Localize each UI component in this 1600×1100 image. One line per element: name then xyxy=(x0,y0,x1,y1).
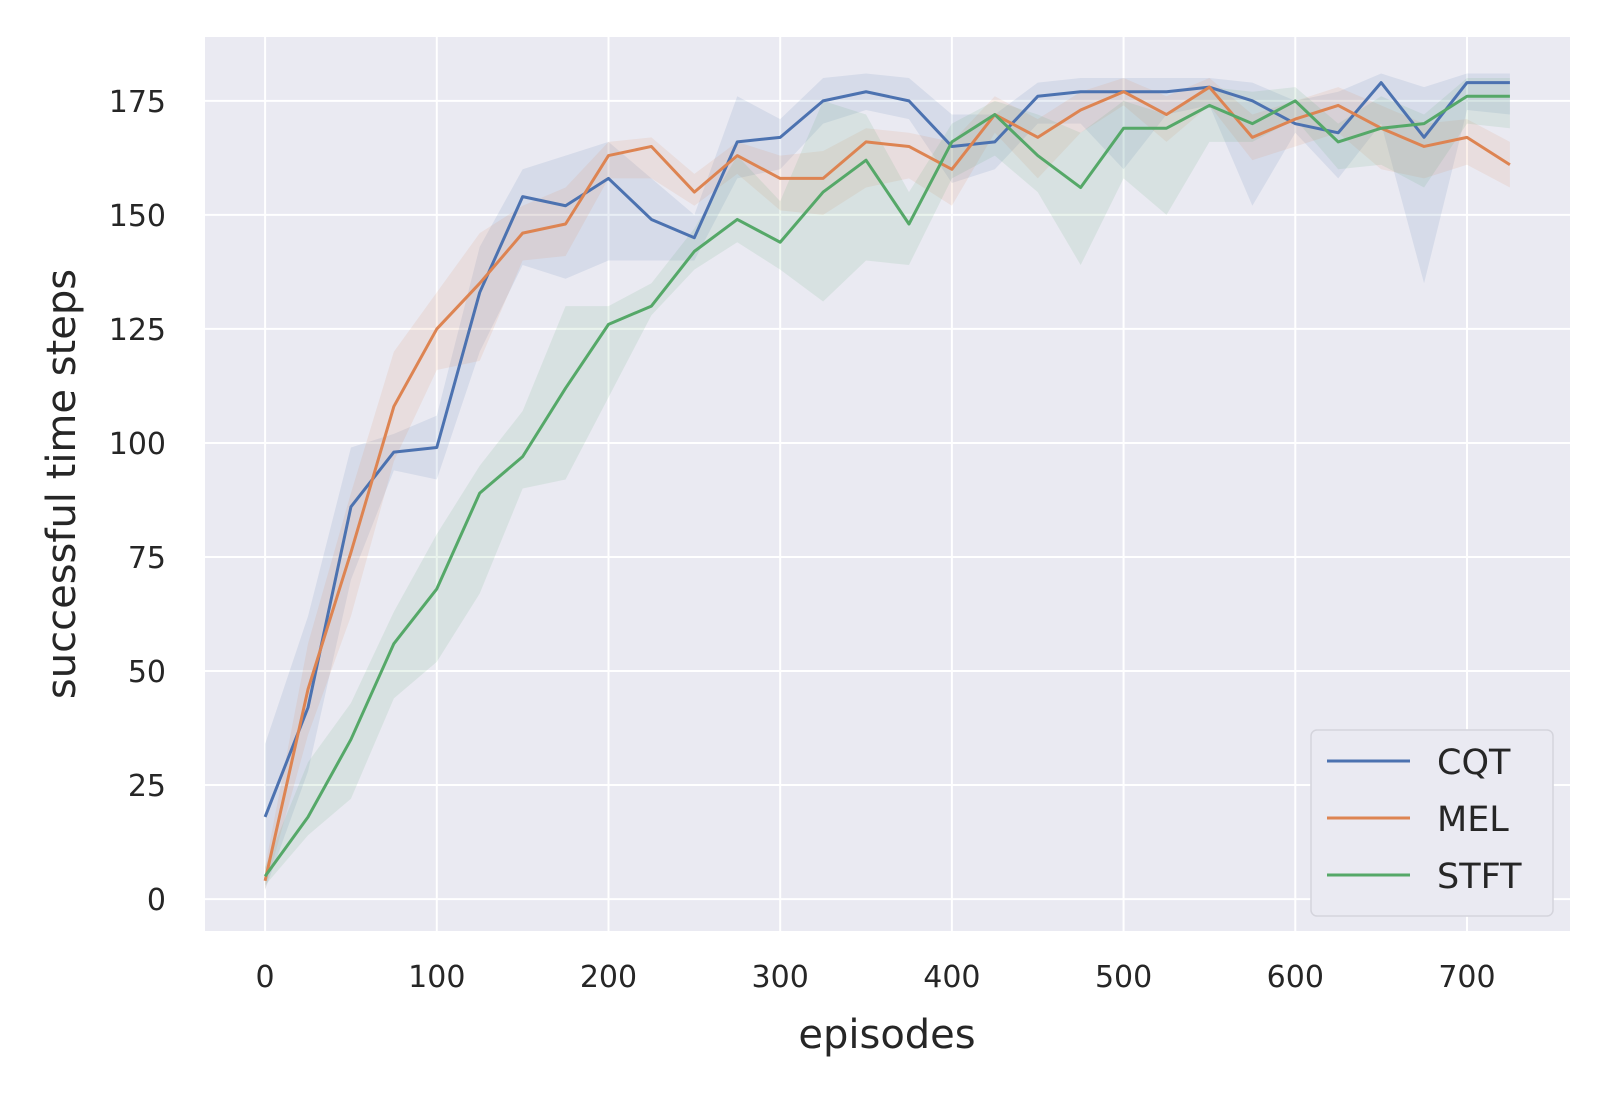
y-tick-labels: 0 25 50 75 100 125 150 175 xyxy=(109,85,166,918)
x-tick-label: 400 xyxy=(923,960,980,995)
x-gridlines xyxy=(264,37,1468,931)
x-tick-label: 200 xyxy=(580,960,637,995)
legend-label-mel: MEL xyxy=(1437,800,1509,840)
mel-line xyxy=(263,85,1511,882)
y-axis-label: successful time steps xyxy=(39,269,85,699)
legend-label-stft: STFT xyxy=(1437,857,1522,897)
y-tick-label: 75 xyxy=(128,541,166,576)
legend-box xyxy=(1310,729,1554,917)
x-axis-label: episodes xyxy=(798,1012,975,1058)
y-tick-label: 175 xyxy=(109,85,166,120)
x-tick-label: 300 xyxy=(752,960,809,995)
y-tick-label: 0 xyxy=(147,883,166,918)
stft-line xyxy=(263,94,1510,878)
y-tick-label: 125 xyxy=(109,313,166,348)
mel-band xyxy=(265,78,1510,890)
legend: CQT MEL STFT xyxy=(1310,729,1554,917)
stft-band xyxy=(265,78,1510,886)
y-tick-label: 25 xyxy=(128,769,166,804)
x-tick-label: 0 xyxy=(256,960,275,995)
legend-label-cqt: CQT xyxy=(1437,743,1511,783)
y-tick-label: 150 xyxy=(109,199,166,234)
confidence-bands xyxy=(265,73,1510,890)
x-tick-label: 100 xyxy=(408,960,465,995)
y-tick-label: 100 xyxy=(109,427,166,462)
y-tick-label: 50 xyxy=(128,655,166,690)
x-tick-label: 500 xyxy=(1095,960,1152,995)
x-tick-label: 600 xyxy=(1267,960,1324,995)
cqt-line xyxy=(263,81,1510,818)
series-lines xyxy=(263,81,1511,882)
x-tick-labels: 0 100 200 300 400 500 600 700 xyxy=(256,960,1496,995)
x-tick-label: 700 xyxy=(1438,960,1495,995)
